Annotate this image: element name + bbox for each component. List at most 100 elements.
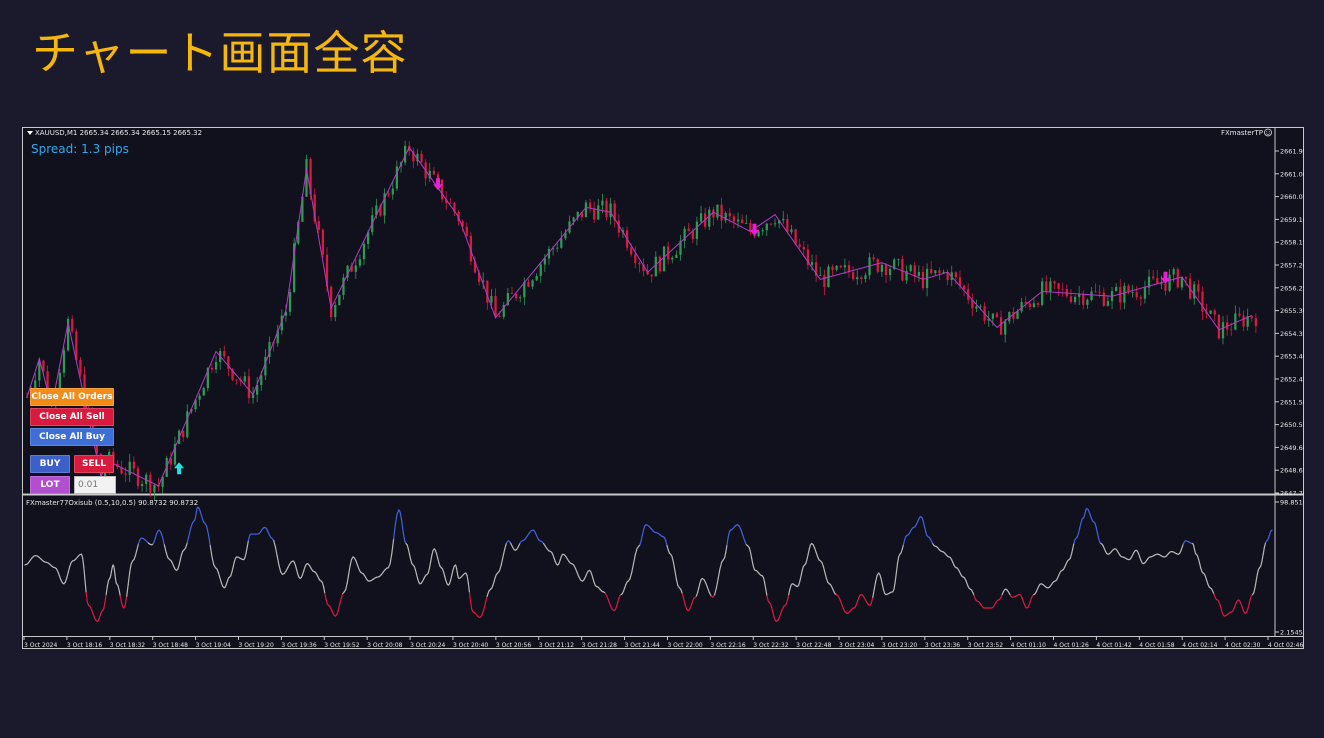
candle — [1119, 286, 1122, 303]
candle — [412, 150, 415, 162]
candle — [971, 299, 974, 309]
candle — [1016, 311, 1019, 319]
oscillator-line-segment — [1072, 542, 1075, 550]
candle — [1230, 329, 1233, 331]
oscillator-line-segment — [815, 551, 819, 558]
oscillator-line-segment — [90, 608, 94, 614]
oscillator-line-segment — [86, 601, 90, 606]
oscillator-line-segment — [813, 547, 817, 553]
candle — [654, 256, 657, 277]
price-scale[interactable]: 2661.95 2661.00 2660.05 2659.10 2658.15 2657.… — [1275, 148, 1304, 498]
oscillator-scale[interactable]: 98.8518 2.1545 — [1275, 499, 1304, 637]
time-scale[interactable]: 3 Oct 2024 3 Oct 18:16 3 Oct 18:32 3 Oct 18… — [23, 636, 1303, 649]
chart-window[interactable]: 2661.95 2661.00 2660.05 2659.10 2658.15 2657.… — [22, 127, 1304, 649]
candle — [1024, 302, 1027, 304]
candle — [395, 166, 399, 189]
oscillator-line-segment — [873, 580, 877, 590]
indicator-info: FXmaster77Oxisub (0.5,10,0.5) 90.8732 90… — [26, 499, 198, 507]
candle — [383, 193, 386, 216]
oscillator-line-segment — [349, 558, 353, 567]
oscillator-line-segment — [880, 577, 883, 585]
oscillator-line-segment — [617, 597, 620, 604]
candle — [1032, 303, 1036, 307]
oscillator-line-segment — [232, 561, 235, 568]
candle — [25, 397, 29, 398]
candle — [860, 277, 863, 279]
oscillator-line-segment — [764, 581, 767, 590]
candle — [588, 202, 592, 209]
oscillator-line-segment — [592, 577, 595, 584]
oscillator-line-segment — [1220, 607, 1223, 613]
oscillator-line-segment — [799, 575, 802, 582]
oscillator-line-segment — [806, 553, 809, 561]
oscillator-tick-label: 98.8518 — [1280, 499, 1304, 507]
oscillator-line-segment — [698, 582, 701, 589]
candle — [338, 294, 341, 306]
candle — [1057, 283, 1060, 289]
candle — [609, 203, 612, 218]
oscillator-line-segment — [576, 571, 580, 578]
oscillator-line-segment — [1196, 554, 1200, 560]
candle — [777, 220, 781, 224]
ea-smiley-icon[interactable] — [1264, 128, 1272, 137]
candle — [251, 394, 255, 399]
dropdown-triangle-icon[interactable] — [27, 131, 33, 135]
sell-button[interactable]: SELL — [74, 455, 114, 473]
oscillator-line-segment — [482, 602, 486, 611]
candle — [806, 249, 810, 265]
price-chart[interactable]: 2661.95 2661.00 2660.05 2659.10 2658.15 2657.… — [22, 127, 1304, 649]
candle — [699, 213, 703, 222]
oscillator-line-segment — [800, 569, 803, 577]
candle — [256, 384, 259, 395]
close-all-sell-button[interactable]: Close All Sell — [30, 408, 114, 426]
candle — [741, 219, 744, 224]
candle — [490, 295, 493, 303]
oscillator-line-segment — [769, 603, 773, 608]
slide-title: チャート画面全容 — [32, 26, 408, 80]
candle — [543, 258, 546, 265]
candle — [1221, 322, 1225, 339]
candle — [436, 174, 440, 180]
candle — [1143, 287, 1147, 299]
oscillator-line-segment — [696, 587, 700, 594]
candle — [432, 170, 436, 175]
candle — [662, 246, 666, 272]
oscillator-line-segment — [278, 564, 282, 573]
candle — [482, 280, 485, 282]
oscillator-line-segment — [153, 536, 157, 542]
buy-button[interactable]: BUY — [30, 455, 70, 473]
oscillator-line-segment — [124, 595, 128, 606]
candle — [1156, 278, 1159, 284]
signal-arrows-layer — [174, 178, 1171, 475]
price-tick-label: 2651.50 — [1280, 398, 1304, 406]
oscillator-line-segment — [273, 539, 277, 548]
oscillator-line-segment — [765, 588, 768, 597]
oscillator-line-segment — [762, 576, 766, 584]
candle — [173, 443, 177, 465]
candle — [1094, 291, 1097, 293]
candle — [103, 470, 107, 478]
oscillator-line-segment — [881, 583, 884, 590]
oscillator-line-segment — [450, 574, 453, 581]
oscillator-line-segment — [178, 559, 181, 566]
close-all-orders-button[interactable]: Close All Orders — [30, 388, 114, 406]
candle — [942, 271, 945, 273]
price-tick-label: 2656.25 — [1280, 284, 1304, 292]
candle — [284, 311, 288, 316]
oscillator-line-segment — [435, 552, 439, 559]
lot-size-input[interactable] — [74, 476, 116, 494]
close-all-buy-button[interactable]: Close All Buy — [30, 428, 114, 446]
oscillator-line-segment — [136, 543, 140, 551]
time-tick-label: 3 Oct 22:48 — [796, 642, 831, 649]
candle — [465, 226, 468, 236]
candle — [564, 232, 567, 239]
oscillator-line-segment — [207, 533, 211, 547]
candle — [691, 231, 694, 239]
candle — [769, 223, 773, 225]
oscillator-line-segment — [699, 579, 702, 584]
lot-button[interactable]: LOT — [30, 476, 70, 494]
oscillator-line-segment — [391, 538, 395, 554]
candle — [206, 367, 209, 389]
candle — [1209, 310, 1212, 314]
candle — [843, 265, 847, 268]
